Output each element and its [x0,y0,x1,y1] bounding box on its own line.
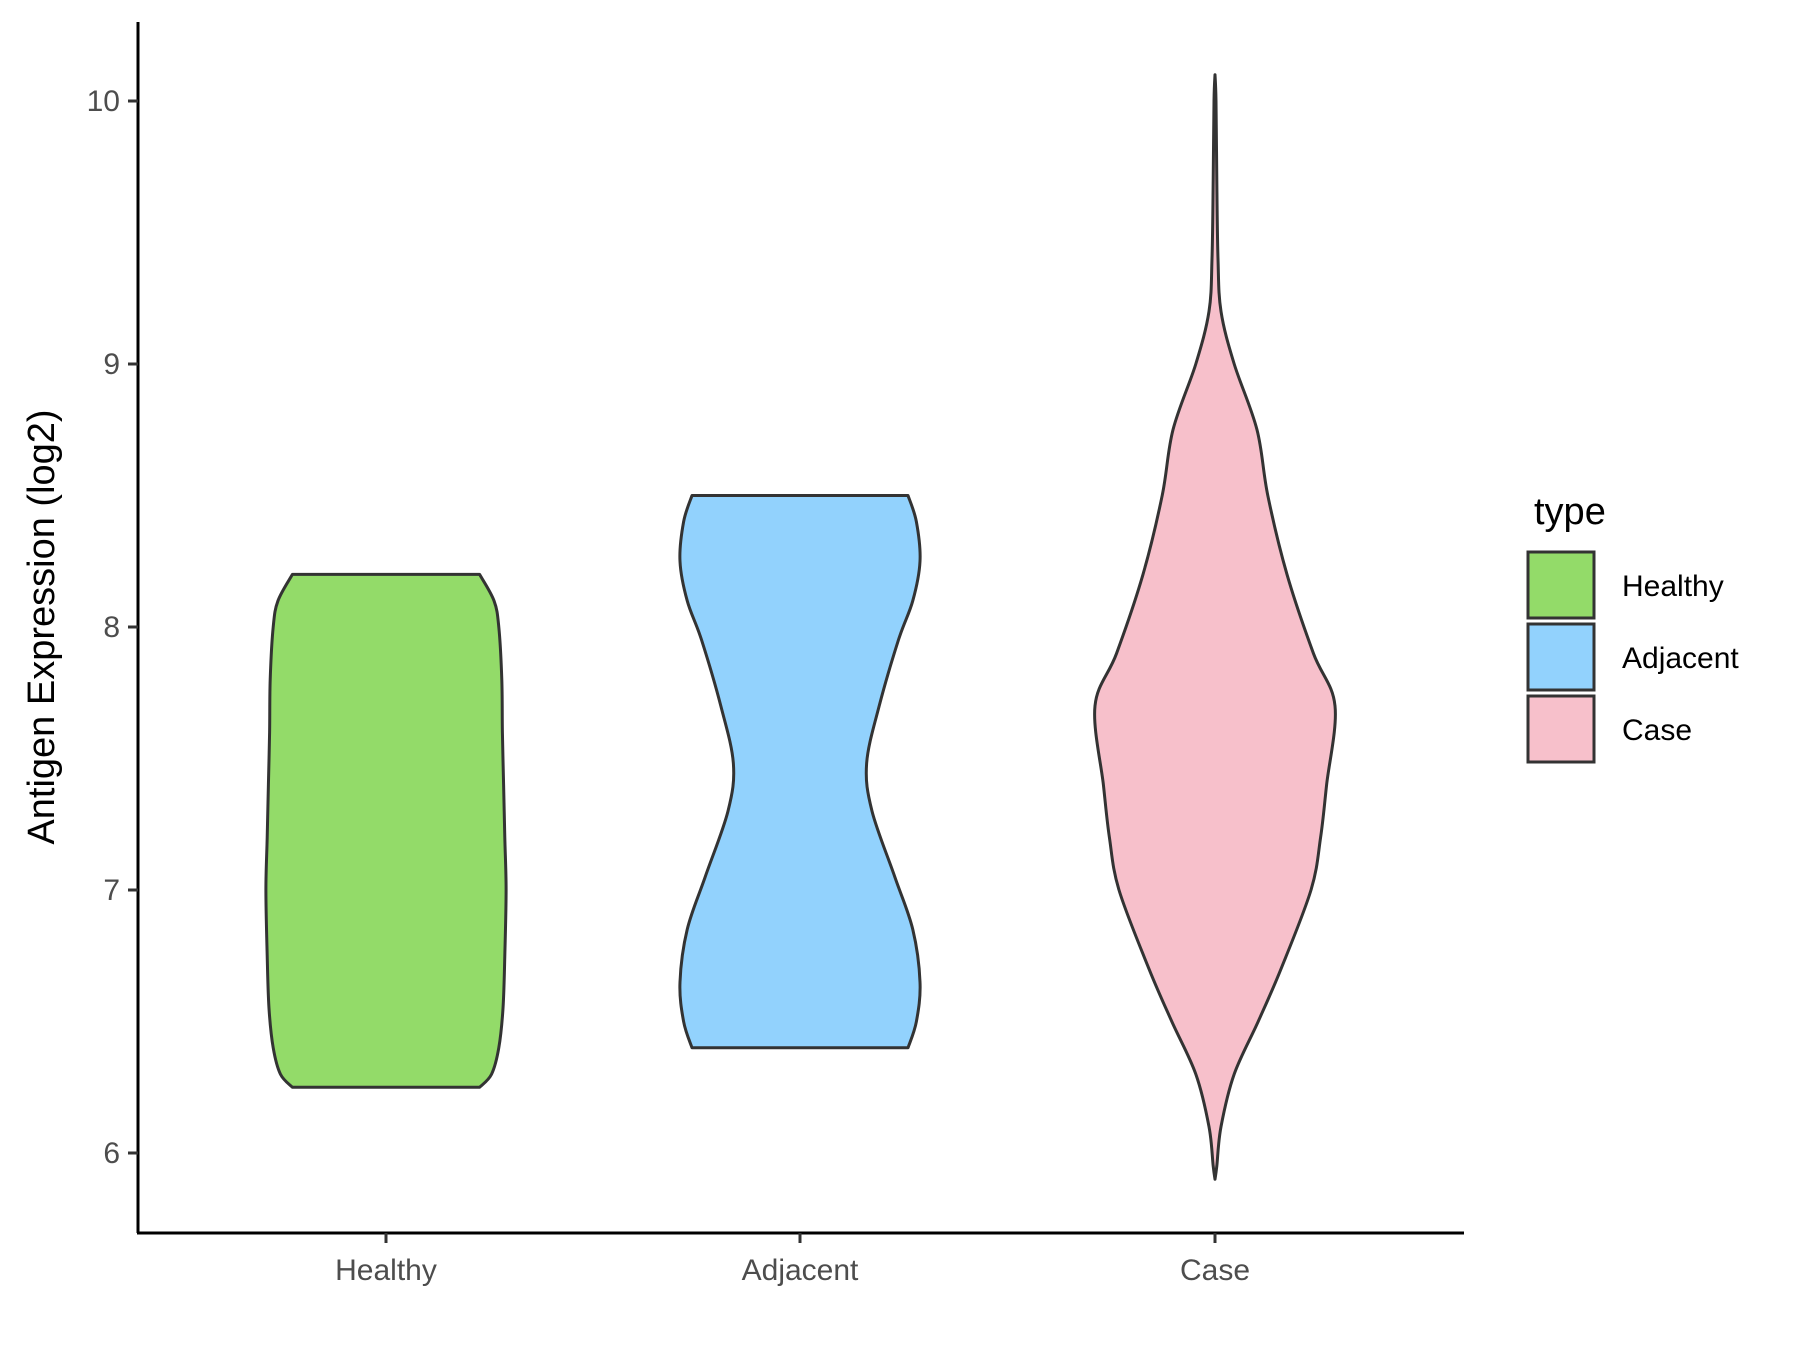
y-tick-label: 8 [103,611,120,644]
y-axis-title: Antigen Expression (log2) [21,409,63,844]
x-tick-label-adjacent: Adjacent [742,1254,859,1287]
violin-healthy [264,572,508,1089]
legend-label-adjacent: Adjacent [1622,642,1739,675]
legend-swatch-case [1526,694,1596,764]
legend-title: type [1534,491,1606,533]
legend-label-case: Case [1622,714,1692,747]
y-tick-label: 6 [103,1137,120,1170]
x-axis-ticks: Healthy Adjacent Case [335,1233,1250,1287]
x-tick-label-healthy: Healthy [335,1254,437,1287]
violin-case [1093,73,1337,1181]
y-tick-label: 7 [103,874,120,907]
x-tick-label-case: Case [1180,1254,1250,1287]
y-tick-label: 9 [103,348,120,381]
legend-label-healthy: Healthy [1622,570,1724,603]
y-tick-label: 10 [87,85,120,118]
legend-swatch-healthy [1526,550,1596,620]
violin-adjacent [678,494,922,1050]
legend-swatch-adjacent [1526,622,1596,692]
y-axis-ticks: 6 7 8 9 10 [87,85,138,1170]
legend: type Healthy Adjacent Case [1526,491,1739,764]
violin-layer [264,73,1337,1181]
